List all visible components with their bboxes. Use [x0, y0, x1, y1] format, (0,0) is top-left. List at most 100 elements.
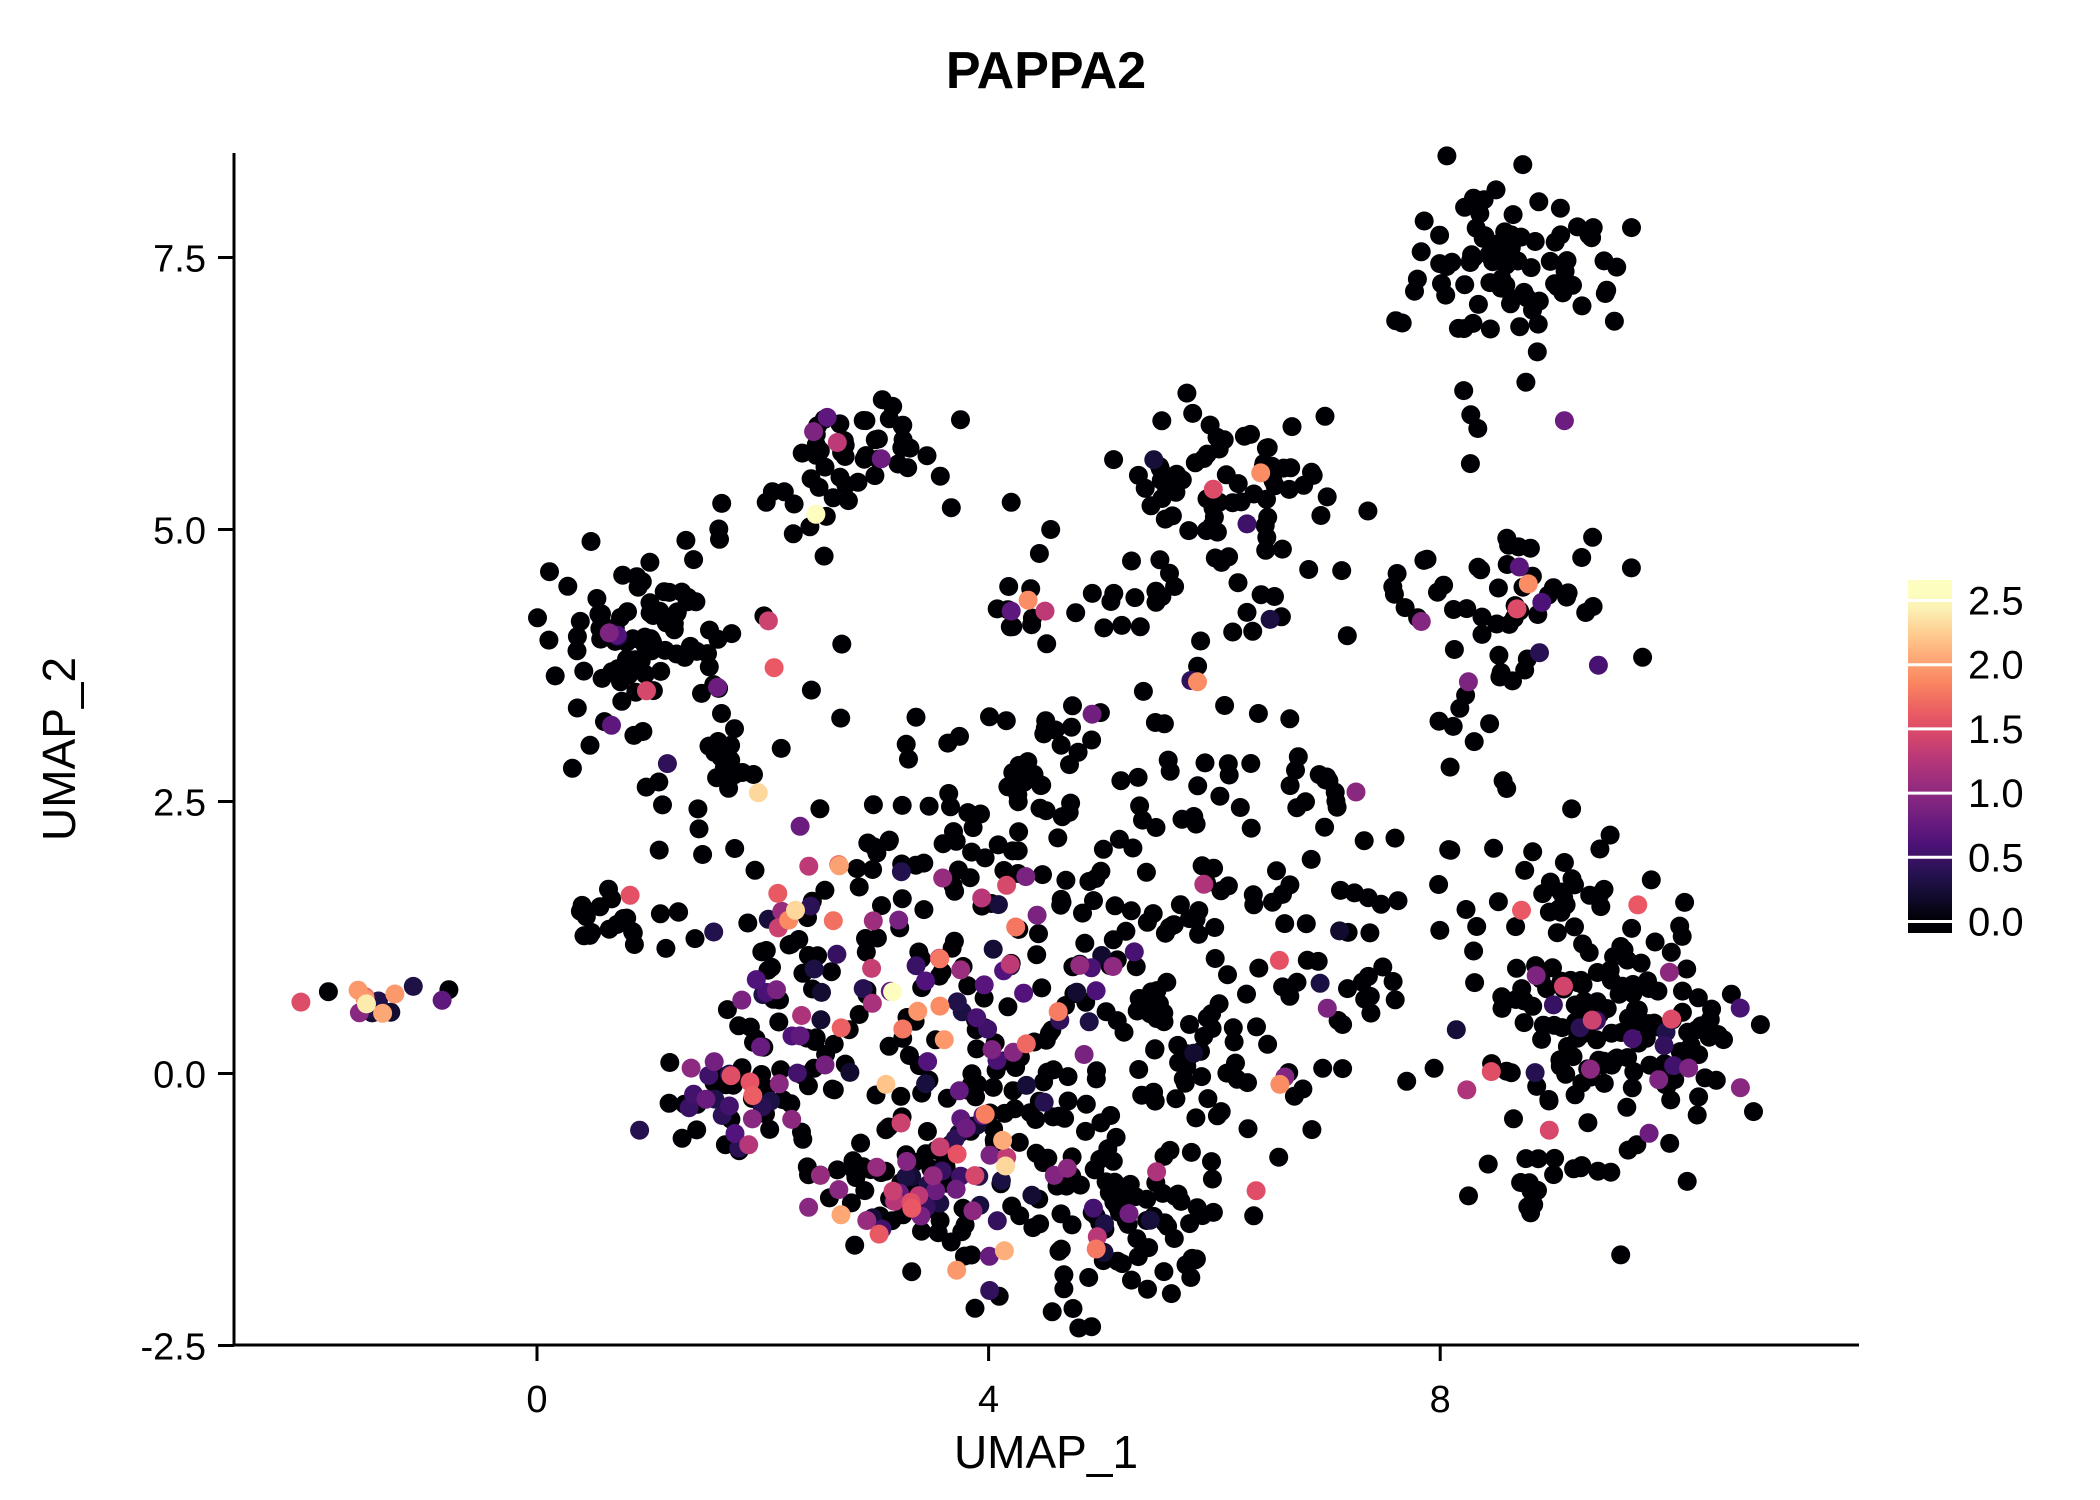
data-point: [1590, 839, 1610, 859]
data-point: [1287, 972, 1307, 992]
data-point: [1161, 1284, 1181, 1304]
data-point: [599, 919, 619, 939]
data-point: [1234, 426, 1254, 446]
data-point: [868, 429, 888, 449]
data-point: [1257, 489, 1276, 509]
data-point: [1554, 411, 1574, 431]
data-point: [1116, 921, 1136, 941]
data-point: [1649, 1070, 1669, 1090]
data-point: [967, 1039, 987, 1059]
data-point: [1241, 754, 1261, 773]
data-point: [769, 1012, 789, 1032]
data-point: [1150, 550, 1170, 570]
data-point: [1360, 986, 1380, 1006]
data-point: [1027, 945, 1047, 965]
data-point: [827, 944, 847, 964]
data-point: [946, 1179, 966, 1199]
data-point: [812, 982, 831, 1002]
data-point: [1721, 984, 1741, 1004]
data-point: [1130, 796, 1150, 816]
data-point: [792, 443, 812, 463]
data-point: [567, 698, 587, 718]
data-point: [621, 654, 640, 674]
data-point: [1018, 590, 1038, 610]
data-point: [1385, 990, 1405, 1010]
data-point: [974, 988, 994, 1008]
data-point: [945, 881, 965, 901]
data-point: [545, 666, 565, 686]
data-point: [1029, 924, 1048, 944]
data-point: [1203, 479, 1223, 499]
data-point: [1501, 225, 1521, 245]
data-point: [845, 1235, 865, 1255]
data-point: [1622, 218, 1641, 238]
data-point: [1281, 458, 1301, 478]
data-point: [1565, 917, 1584, 937]
data-point: [1475, 226, 1495, 246]
data-point: [1618, 1048, 1638, 1068]
data-point: [1679, 1058, 1699, 1078]
data-point: [783, 524, 803, 544]
data-point: [810, 1165, 830, 1185]
data-point: [888, 454, 908, 474]
data-point: [1673, 981, 1692, 1001]
data-point: [1170, 895, 1190, 915]
data-point: [1708, 1025, 1728, 1045]
data-point: [863, 911, 883, 931]
data-point: [403, 976, 423, 996]
data-point: [1551, 882, 1571, 902]
data-point: [1003, 617, 1023, 637]
x-axis-label: UMAP_1: [954, 1426, 1138, 1478]
data-point: [742, 1109, 762, 1129]
data-point: [1432, 274, 1451, 294]
data-point: [1205, 949, 1225, 968]
colorbar-tick-label: 1.0: [1968, 772, 2024, 816]
data-point: [581, 532, 601, 551]
data-point: [1299, 560, 1319, 579]
data-point: [1617, 1097, 1637, 1117]
data-point: [1622, 1078, 1642, 1098]
data-point: [1059, 802, 1079, 822]
data-point: [1139, 1238, 1159, 1258]
data-point: [1556, 1064, 1576, 1084]
data-point: [1181, 1142, 1201, 1162]
data-point: [1545, 1148, 1565, 1168]
data-point: [1062, 717, 1081, 737]
data-point: [1191, 631, 1211, 651]
data-point: [1215, 696, 1235, 715]
data-point: [902, 1262, 922, 1282]
data-point: [831, 1205, 851, 1225]
data-point: [1200, 415, 1220, 435]
colorbar-tick-label: 1.5: [1968, 708, 2024, 752]
data-point: [958, 976, 978, 996]
data-point: [988, 895, 1008, 915]
data-point: [712, 493, 732, 513]
data-point: [539, 630, 559, 650]
data-point: [792, 1006, 812, 1025]
data-point: [1275, 914, 1295, 934]
data-point: [1180, 909, 1199, 929]
data-point: [987, 1211, 1007, 1231]
data-point: [672, 582, 692, 602]
data-point: [1067, 982, 1087, 1002]
data-point: [1543, 578, 1563, 598]
data-point: [1270, 1074, 1290, 1094]
data-point: [1228, 573, 1248, 593]
data-point: [831, 708, 851, 728]
data-point: [764, 658, 784, 678]
data-point: [1464, 941, 1484, 961]
data-point: [1280, 875, 1300, 895]
data-point: [1395, 598, 1415, 618]
data-point: [1121, 901, 1141, 921]
data-point: [1251, 463, 1271, 483]
data-point: [1010, 1206, 1030, 1226]
data-point: [1086, 1239, 1106, 1259]
data-point: [1458, 672, 1478, 692]
data-point: [799, 856, 819, 876]
data-point: [1267, 861, 1286, 881]
data-point: [1083, 1198, 1103, 1218]
data-point: [1507, 958, 1526, 978]
data-point: [1302, 1120, 1322, 1140]
data-point: [893, 1019, 913, 1039]
data-point: [1160, 1140, 1180, 1160]
